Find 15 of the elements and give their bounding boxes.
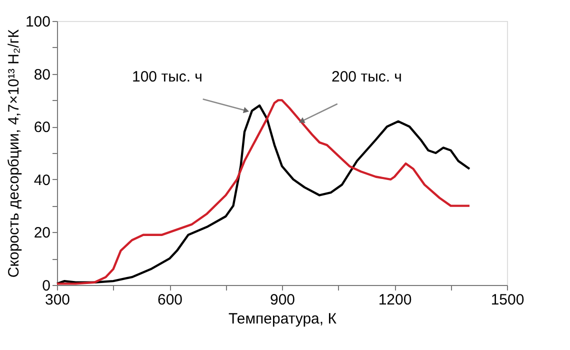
x-tick-label: 1500 bbox=[490, 292, 524, 308]
y-tick-label: 100 bbox=[25, 14, 50, 30]
x-tick-label: 900 bbox=[270, 292, 296, 308]
y-tick-label: 80 bbox=[34, 66, 50, 84]
y-tick-label: 60 bbox=[34, 119, 50, 136]
y-tick-label: 40 bbox=[34, 172, 50, 189]
annotation: 200 тыс. ч bbox=[332, 68, 402, 86]
annotation: 100 тыс. ч bbox=[132, 68, 202, 86]
x-tick-label: 600 bbox=[157, 292, 183, 308]
x-tick-label: 1200 bbox=[378, 292, 412, 308]
x-axis-title: Температура, К bbox=[228, 310, 337, 328]
y-tick-label: 20 bbox=[34, 224, 50, 242]
y-tick-label: 0 bbox=[42, 278, 50, 294]
x-tick-label: 300 bbox=[44, 292, 70, 308]
y-axis-title: Скорость десорбции, 4,7×10¹³ H₂/гК bbox=[5, 29, 22, 278]
